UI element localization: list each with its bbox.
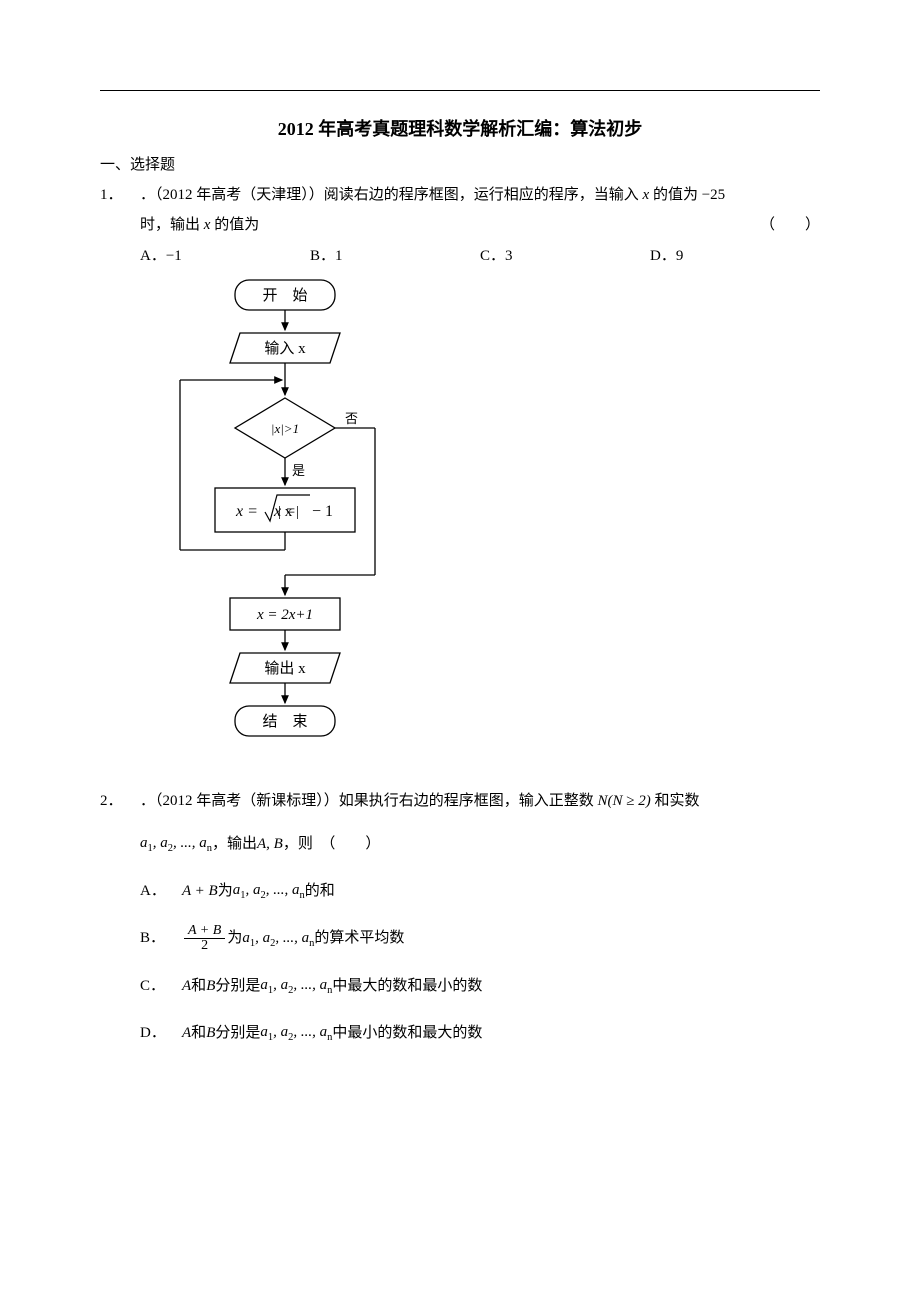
- q1-optD-label: D．: [650, 248, 676, 264]
- q2-line2-end: ，则 （ ）: [283, 831, 381, 858]
- q2-N: N(N ≥ 2): [598, 793, 651, 809]
- fc-proc2: x = 2x+1: [256, 607, 313, 623]
- q2-stem-mid: 和实数: [651, 793, 700, 809]
- q1-stem: ．（2012 年高考（天津理））阅读右边的程序框图，运行相应的程序，当输入 x …: [140, 180, 820, 240]
- q2-B-mid: 为: [227, 925, 242, 952]
- fc-proc1-rad: | x |: [278, 504, 299, 520]
- q2-A-label: A．: [140, 878, 182, 905]
- q2-D-label: D．: [140, 1020, 182, 1047]
- q1-options: A．−1 B．1 C．3 D．9: [100, 244, 820, 265]
- q2-A-mid: 为: [218, 878, 233, 905]
- q1-optA-label: A．: [140, 248, 166, 264]
- question-2: 2． ．（2012 年高考（新课标理））如果执行右边的程序框图，输入正整数 N(…: [100, 786, 820, 1048]
- q2-B-label: B．: [140, 925, 182, 952]
- q2-number: 2．: [100, 786, 140, 816]
- page-title: 2012 年高考真题理科数学解析汇编：算法初步: [100, 115, 820, 141]
- fc-cond: |x|>1: [271, 421, 299, 436]
- q2-A-end: 的和: [305, 878, 335, 905]
- fc-output: 输出 x: [264, 660, 306, 677]
- q1-number: 1．: [100, 180, 140, 240]
- q2-optC: C． A 和 B 分别是 a1, a2, ..., an 中最大的数和最小的数: [100, 972, 820, 1001]
- svg-text:x =: x =: [235, 503, 258, 520]
- q1-optB-label: B．: [310, 248, 335, 264]
- flowchart-svg: 开 始 输入 x |x|>1 否 是 x = x = | x | − 1: [160, 275, 410, 755]
- fc-start: 开 始: [262, 287, 307, 304]
- q2-optD: D． A 和 B 分别是 a1, a2, ..., an 中最小的数和最大的数: [100, 1019, 820, 1048]
- q2-seq1: a1, a2, ..., an: [140, 835, 212, 851]
- q1-blank-paren: （ ）: [760, 210, 820, 240]
- q2-D-seq: a1, a2, ..., an: [260, 1019, 332, 1048]
- q2-C-seq: a1, a2, ..., an: [260, 972, 332, 1001]
- q1-optD-val: 9: [676, 248, 684, 264]
- q2-C-end: 中最大的数和最小的数: [332, 973, 482, 1000]
- q2-stem: ．（2012 年高考（新课标理））如果执行右边的程序框图，输入正整数 N(N ≥…: [140, 786, 820, 816]
- q2-stem-pre: ．（2012 年高考（新课标理））如果执行右边的程序框图，输入正整数: [140, 793, 598, 809]
- q1-optC-label: C．: [480, 248, 505, 264]
- q2-A-seq: a1, a2, ..., an: [233, 877, 305, 906]
- q2-B-num: A + B: [184, 924, 225, 940]
- q2-B-den: 2: [184, 939, 225, 954]
- q2-B-seq: a1, a2, ..., an: [242, 925, 314, 954]
- q1-stem-l2-suf: 的值为: [210, 217, 259, 233]
- fc-yes: 是: [292, 463, 305, 478]
- fc-end: 结 束: [262, 713, 307, 730]
- q2-line2-mid: ，输出: [212, 831, 257, 858]
- q1-stem-l2-pre: 时，输出: [140, 217, 204, 233]
- q1-optB-val: 1: [335, 248, 343, 264]
- q1-optC-val: 3: [505, 248, 513, 264]
- q2-B-end: 的算术平均数: [314, 925, 404, 952]
- top-rule: [100, 90, 820, 91]
- q1-optA-val: −1: [166, 248, 182, 264]
- q2-AB: A, B: [257, 831, 283, 858]
- fc-proc1-post: − 1: [312, 503, 333, 520]
- fc-no: 否: [345, 411, 358, 426]
- q2-optA: A． A + B 为 a1, a2, ..., an 的和: [100, 877, 820, 906]
- question-1: 1． ．（2012 年高考（天津理））阅读右边的程序框图，运行相应的程序，当输入…: [100, 180, 820, 760]
- q2-C-label: C．: [140, 973, 182, 1000]
- svg-text:输入 x: 输入 x: [264, 340, 306, 357]
- fc-input: 输入 x: [264, 340, 306, 357]
- q2-optB: B． A + B 2 为 a1, a2, ..., an 的算术平均数: [100, 924, 820, 954]
- flowchart: 开 始 输入 x |x|>1 否 是 x = x = | x | − 1: [160, 275, 820, 760]
- q2-A-pre: A + B: [182, 878, 218, 905]
- q2-B-frac: A + B 2: [184, 924, 225, 954]
- q1-stem-part1: ．（2012 年高考（天津理））阅读右边的程序框图，运行相应的程序，当输入: [140, 187, 643, 203]
- q2-D-end: 中最小的数和最大的数: [332, 1020, 482, 1047]
- section-heading: 一、选择题: [100, 153, 820, 174]
- q1-stem-suffix1: 的值为 −25: [649, 187, 725, 203]
